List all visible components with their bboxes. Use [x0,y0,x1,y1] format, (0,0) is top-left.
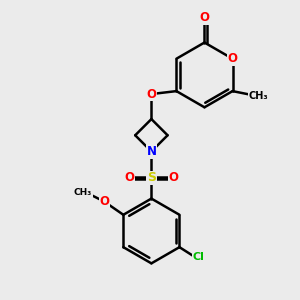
Text: O: O [227,52,238,65]
Text: O: O [99,195,109,208]
Text: O: O [146,88,156,100]
Text: Cl: Cl [193,253,205,262]
Text: CH₃: CH₃ [74,188,92,197]
Text: N: N [146,145,156,158]
Text: O: O [124,172,134,184]
Text: O: O [200,11,209,24]
Text: S: S [147,172,156,184]
Text: CH₃: CH₃ [248,91,268,100]
Text: O: O [169,172,178,184]
